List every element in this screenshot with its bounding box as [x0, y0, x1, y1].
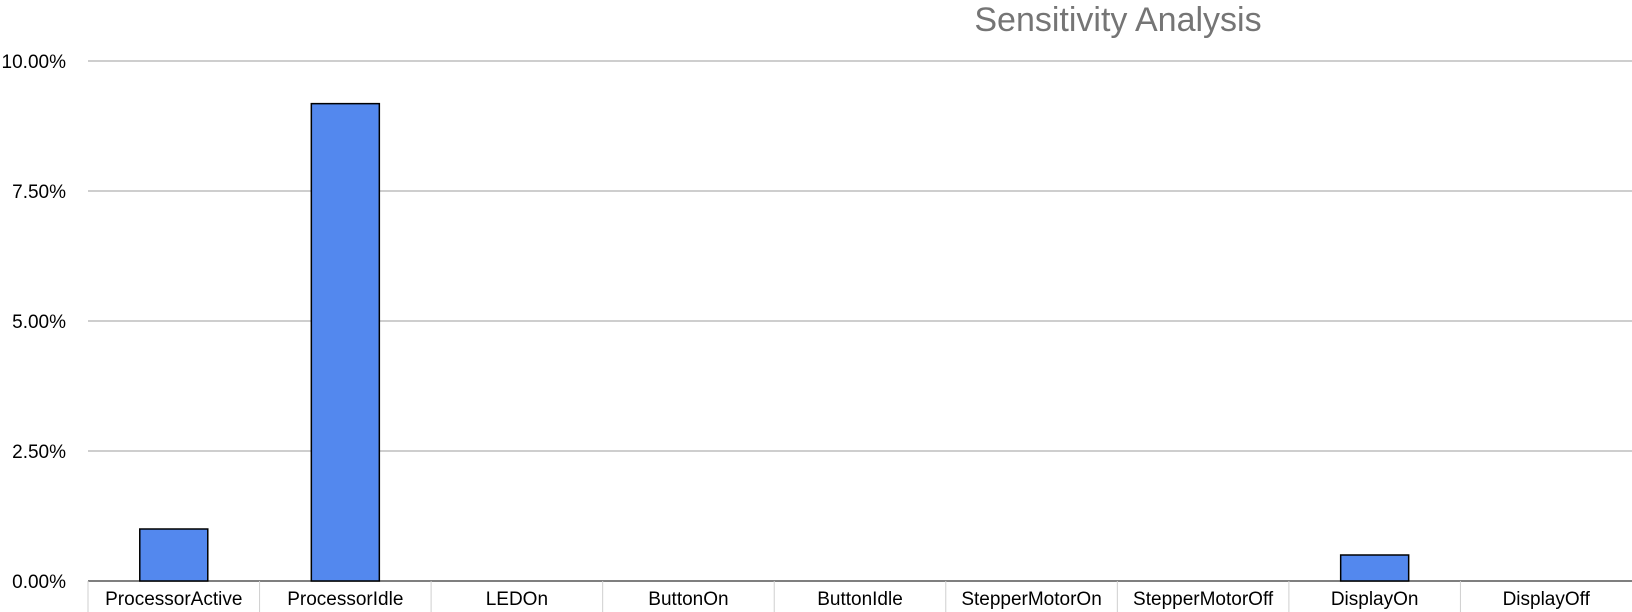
x-tick-label: ProcessorIdle [287, 589, 403, 610]
x-tick-label: ProcessorActive [105, 589, 242, 610]
x-axis-ticks: ProcessorActive ProcessorIdle LEDOn ButtonO… [87, 581, 1591, 612]
x-tick-label: DisplayOff [1503, 589, 1591, 610]
x-tick-label: StepperMotorOff [1133, 589, 1274, 610]
chart-title: Sensitivity Analysis [974, 1, 1261, 39]
y-axis-ticks: 0.00% 2.50% 5.00% 7.50% 10.00% [2, 52, 67, 593]
bar-processoridle [310, 102, 381, 582]
bar-processoractive [139, 528, 209, 582]
y-tick-label: 2.50% [12, 442, 66, 463]
x-tick-label: StepperMotorOn [961, 589, 1101, 610]
y-tick-label: 10.00% [2, 52, 67, 73]
x-tick-label: DisplayOn [1331, 589, 1419, 610]
x-tick-label: LEDOn [486, 589, 548, 610]
y-tick-label: 7.50% [12, 182, 66, 203]
x-tick-label: ButtonOn [648, 589, 728, 610]
bar-displayon [1339, 554, 1410, 582]
bars [139, 102, 1410, 582]
x-tick-label: ButtonIdle [817, 589, 903, 610]
y-tick-label: 5.00% [12, 312, 66, 333]
y-tick-label: 0.00% [12, 572, 66, 593]
